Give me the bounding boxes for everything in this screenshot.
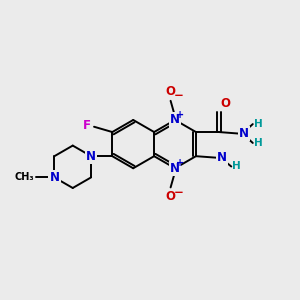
Text: N: N <box>170 113 180 127</box>
Text: O: O <box>220 97 230 110</box>
Text: +: + <box>176 110 184 120</box>
Text: N: N <box>50 171 59 184</box>
Text: −: − <box>174 187 184 200</box>
Text: H: H <box>254 138 263 148</box>
Text: N: N <box>217 151 227 164</box>
Text: N: N <box>170 162 180 175</box>
Text: F: F <box>82 119 91 132</box>
Text: CH₃: CH₃ <box>15 172 34 182</box>
Text: O: O <box>166 85 176 98</box>
Text: N: N <box>239 127 249 140</box>
Text: +: + <box>176 158 184 168</box>
Text: −: − <box>174 89 184 102</box>
Text: H: H <box>232 161 241 172</box>
Text: H: H <box>254 119 263 129</box>
Text: O: O <box>166 190 176 203</box>
Text: N: N <box>86 150 96 163</box>
